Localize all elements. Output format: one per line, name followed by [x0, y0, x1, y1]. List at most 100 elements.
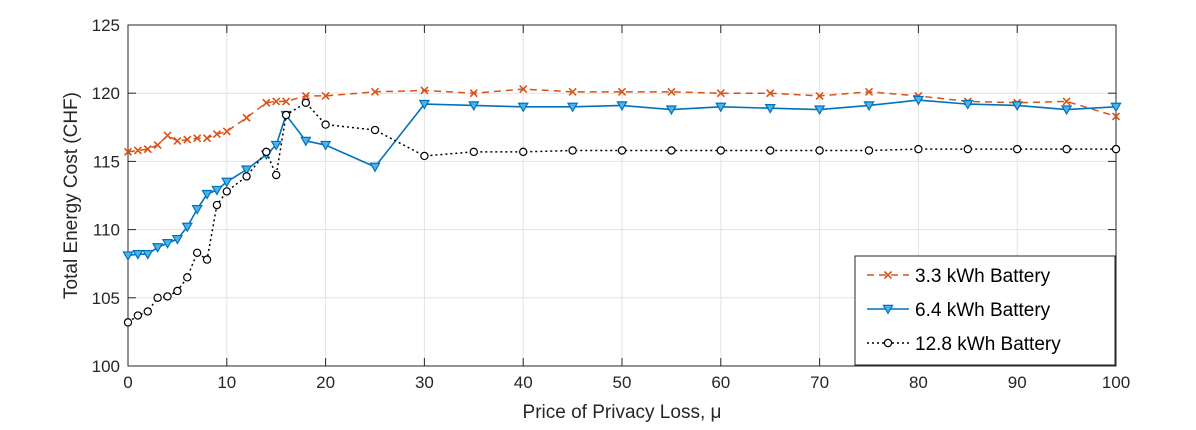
legend-entry-1: 3.3 kWh Battery: [867, 266, 1051, 287]
x-tick-label: 0: [123, 373, 132, 392]
marker-stroke: [883, 270, 893, 280]
data-point: [183, 135, 192, 144]
marker-stroke: [193, 134, 202, 143]
data-point: [617, 146, 627, 155]
legend-marker: [883, 338, 893, 348]
data-point: [282, 97, 291, 106]
data-point: [716, 89, 725, 98]
data-point: [468, 101, 480, 112]
data-point: [193, 134, 202, 143]
data-point: [1062, 144, 1071, 154]
x-tick-label: 70: [810, 373, 829, 392]
marker-shape: [123, 318, 133, 327]
marker-stroke: [321, 91, 330, 100]
x-tick-label: 50: [613, 373, 632, 392]
data-point: [715, 102, 727, 113]
data-point: [667, 146, 676, 155]
data-point: [201, 189, 213, 200]
marker-shape: [665, 105, 678, 116]
data-point: [272, 170, 281, 180]
data-point: [300, 136, 312, 147]
marker-stroke: [667, 87, 676, 96]
legend-label: 12.8 kWh Battery: [915, 334, 1061, 355]
data-point: [221, 177, 233, 188]
marker-stroke: [183, 135, 192, 144]
y-tick-label: 120: [92, 84, 120, 103]
marker-shape: [272, 170, 281, 180]
data-point: [469, 89, 478, 98]
marker-stroke: [301, 91, 310, 100]
marker-stroke: [242, 113, 251, 122]
data-point: [1111, 144, 1121, 154]
data-point: [469, 147, 478, 157]
data-point: [143, 145, 152, 154]
marker-shape: [142, 249, 154, 260]
data-point: [301, 91, 310, 100]
data-point: [142, 249, 154, 260]
marker-shape: [1111, 144, 1121, 154]
data-point: [173, 286, 182, 296]
data-point: [222, 127, 231, 136]
data-point: [321, 120, 330, 129]
legend-label: 3.3 kWh Battery: [915, 266, 1051, 287]
x-axis-label: Price of Privacy Loss, μ: [523, 402, 722, 423]
data-point: [163, 292, 172, 301]
data-point: [122, 251, 134, 262]
marker-shape: [221, 177, 233, 188]
data-point: [716, 146, 726, 155]
data-point: [262, 98, 271, 107]
data-point: [667, 87, 676, 96]
data-point: [1013, 144, 1022, 154]
marker-stroke: [282, 97, 291, 106]
marker-shape: [152, 243, 164, 253]
data-point: [262, 147, 271, 157]
data-point: [192, 248, 202, 257]
data-point: [173, 136, 182, 146]
x-tick-label: 20: [316, 373, 335, 392]
legend-marker: [883, 270, 893, 280]
series-line: [127, 101, 1116, 323]
marker-shape: [1110, 102, 1122, 113]
data-point: [1111, 112, 1121, 121]
marker-shape: [262, 147, 271, 157]
data-point: [281, 110, 291, 120]
marker-stroke: [420, 86, 429, 95]
marker-stroke: [864, 87, 874, 96]
marker-shape: [716, 146, 726, 155]
data-point: [963, 144, 973, 154]
data-point: [766, 146, 775, 155]
marker-shape: [132, 249, 144, 260]
marker-shape: [370, 125, 380, 135]
data-point: [764, 104, 776, 114]
y-tick-label: 100: [92, 357, 120, 376]
marker-shape: [192, 248, 202, 257]
legend-label: 6.4 kWh Battery: [915, 300, 1051, 321]
y-tick-label: 105: [92, 289, 120, 308]
marker-shape: [211, 185, 223, 196]
data-point: [813, 105, 826, 116]
data-point: [133, 146, 142, 155]
marker-shape: [963, 144, 973, 154]
marker-shape: [240, 165, 253, 176]
x-tick-label: 100: [1102, 373, 1130, 392]
marker-shape: [201, 189, 213, 200]
x-tick-label: 90: [1008, 373, 1027, 392]
marker-stroke: [370, 87, 380, 96]
marker-stroke: [163, 131, 172, 140]
marker-shape: [882, 304, 894, 315]
marker-shape: [667, 146, 676, 155]
marker-shape: [864, 146, 874, 155]
marker-shape: [161, 239, 174, 249]
marker-shape: [270, 140, 282, 151]
x-tick-label: 10: [217, 373, 236, 392]
data-point: [133, 311, 143, 320]
marker-stroke: [133, 146, 142, 155]
marker-stroke: [617, 87, 627, 96]
marker-stroke: [202, 134, 212, 143]
marker-stroke: [519, 85, 528, 94]
marker-shape: [171, 234, 184, 245]
data-point: [519, 85, 528, 94]
marker-shape: [1011, 101, 1023, 112]
data-point: [370, 125, 380, 135]
